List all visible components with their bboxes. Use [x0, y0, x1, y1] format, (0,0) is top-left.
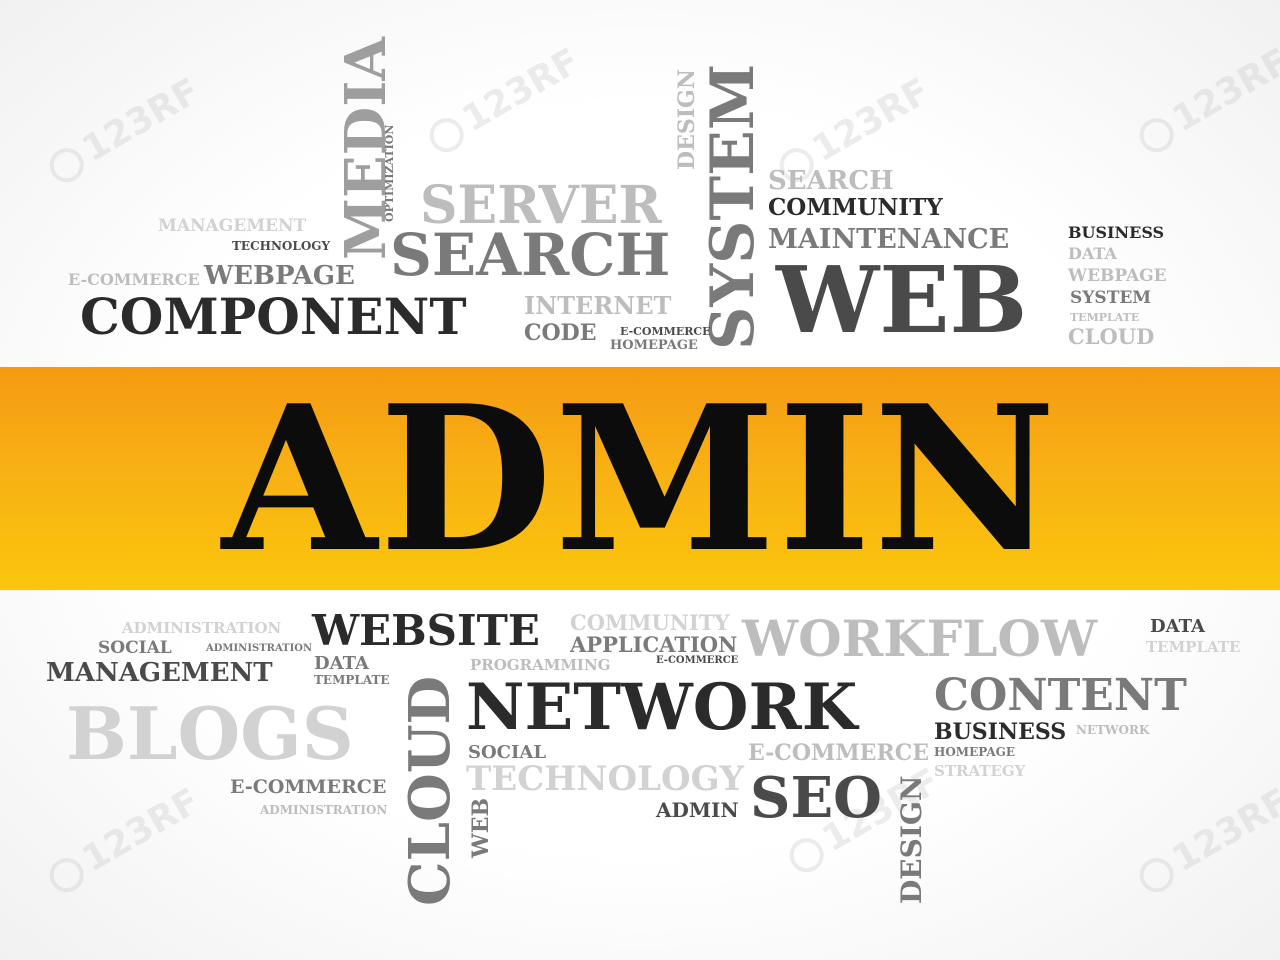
word: SYSTEM [698, 63, 768, 350]
word: DATA [314, 653, 369, 674]
word: WEBSITE [312, 606, 540, 655]
word: SEO [750, 765, 882, 831]
word: COMMUNITY [570, 610, 730, 635]
word: WEBPAGE [204, 261, 355, 291]
word: TECHNOLOGY [466, 759, 744, 799]
word: E-COMMERCE [748, 740, 930, 766]
word: CONTENT [934, 670, 1187, 721]
word: WEB [468, 797, 494, 858]
word: TECHNOLOGY [232, 239, 331, 253]
word: HOMEPAGE [610, 338, 698, 353]
word: SEARCH [390, 221, 671, 289]
word: ADMINISTRATION [260, 803, 388, 817]
word: BUSINESS [934, 719, 1067, 745]
word: DESIGN [895, 775, 928, 904]
watermark: 123RF [41, 781, 207, 900]
word: COMMUNITY [768, 194, 943, 221]
word: ADMIN [656, 798, 739, 822]
word: MAINTENANCE [768, 224, 1010, 255]
word: OPTIMIZATION [383, 124, 396, 222]
word: TEMPLATE [1070, 311, 1140, 324]
word: BLOGS [66, 691, 354, 776]
word: MANAGEMENT [46, 658, 273, 688]
word: NETWORK [466, 670, 858, 745]
word: SEARCH [768, 166, 894, 196]
watermark: 123RF [1131, 41, 1280, 160]
word: E-COMMERCE [620, 325, 711, 338]
word: DESIGN [674, 69, 700, 170]
watermark: 123RF [1131, 781, 1280, 900]
word: ADMINISTRATION [206, 643, 313, 654]
watermark: 123RF [41, 71, 207, 190]
word: APPLICATION [570, 632, 738, 657]
word: CLOUD [1068, 324, 1155, 349]
word: SOCIAL [98, 638, 172, 658]
word: DATA [1150, 616, 1205, 637]
word: ADMINISTRATION [122, 619, 282, 637]
word: WEB [776, 246, 1028, 354]
word: E-COMMERCE [230, 776, 387, 798]
word: CODE [524, 320, 597, 346]
word: BUSINESS [1068, 223, 1165, 242]
word: SERVER [420, 175, 662, 236]
word: DATA [1068, 244, 1117, 263]
word: E-COMMERCE [656, 655, 739, 666]
word: COMPONENT [80, 287, 467, 346]
word: MANAGEMENT [158, 216, 307, 236]
word: WORKFLOW [742, 609, 1098, 668]
word: E-COMMERCE [68, 270, 200, 289]
word: WEBPAGE [1068, 266, 1167, 286]
word: TEMPLATE [314, 673, 390, 687]
word: HOMEPAGE [934, 745, 1016, 759]
highlight-band [0, 367, 1280, 590]
headline-word: ADMIN [221, 362, 1059, 597]
word: SYSTEM [1070, 288, 1152, 308]
word: INTERNET [524, 291, 672, 320]
word: CLOUD [397, 675, 463, 906]
word: NETWORK [1076, 723, 1150, 737]
word: SOCIAL [468, 742, 547, 763]
word: STRATEGY [934, 762, 1026, 780]
watermark: 123RF [421, 41, 587, 160]
word: TEMPLATE [1146, 638, 1241, 656]
word: PROGRAMMING [470, 656, 611, 674]
